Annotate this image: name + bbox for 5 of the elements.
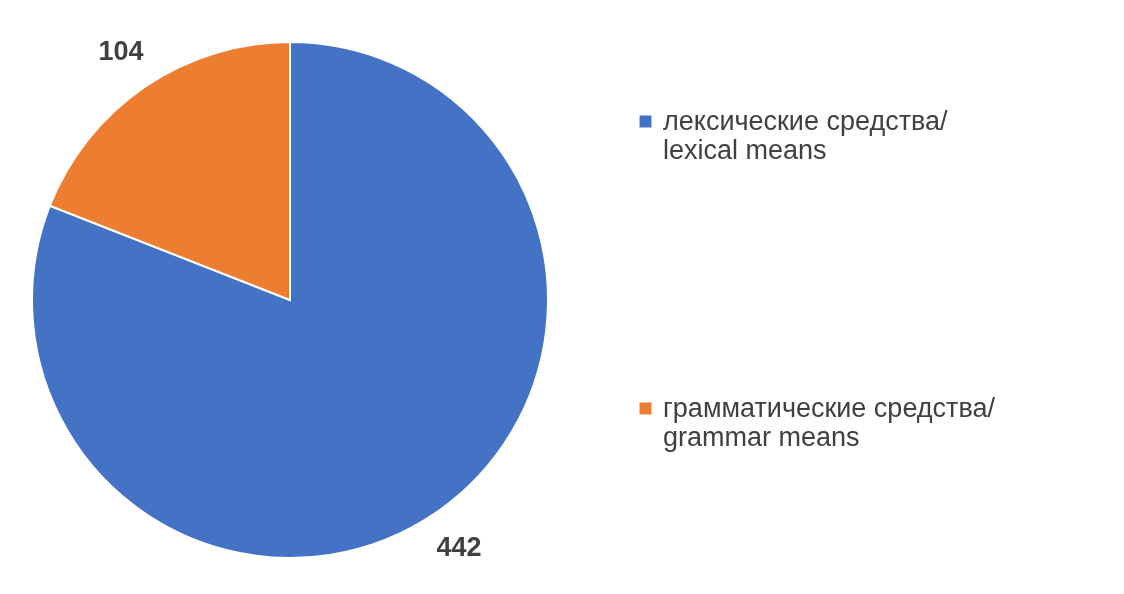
pie-slice	[31, 41, 549, 559]
data-label: 104	[98, 36, 144, 67]
legend-label: грамматические средства/ grammar means	[663, 392, 996, 452]
data-label: 442	[436, 531, 482, 562]
legend-label: лексические средства/ lexical means	[663, 105, 949, 165]
